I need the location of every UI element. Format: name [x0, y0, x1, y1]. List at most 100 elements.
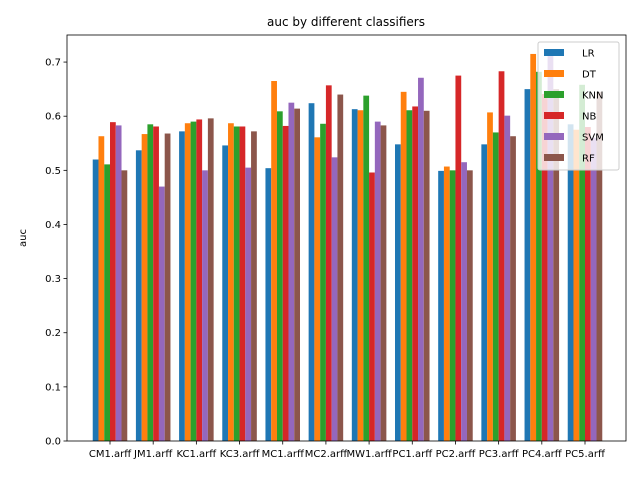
bar-lr-9	[481, 144, 488, 441]
bar-knn-8	[449, 170, 456, 442]
y-tick-label: 0.0	[45, 437, 61, 448]
bar-knn-10	[536, 71, 542, 441]
legend-swatch-knn	[544, 91, 564, 98]
bar-svm-2	[202, 170, 208, 442]
bar-dt-3	[228, 123, 234, 441]
legend-label-lr: LR	[582, 49, 595, 60]
bar-nb-7	[412, 106, 419, 442]
x-tick-label: MC2.arff	[305, 449, 348, 460]
bar-svm-5	[331, 157, 338, 441]
bar-knn-0	[104, 164, 110, 441]
bar-lr-4	[265, 168, 272, 441]
bar-lr-8	[438, 170, 444, 441]
bar-lr-0	[92, 159, 99, 442]
bar-rf-0	[121, 170, 128, 442]
legend-swatch-rf	[544, 154, 564, 161]
bar-nb-2	[196, 119, 203, 441]
bar-dt-7	[400, 91, 407, 441]
bar-lr-6	[351, 109, 358, 442]
bar-nb-10	[541, 94, 548, 441]
bar-nb-11	[585, 127, 591, 441]
bar-knn-5	[320, 123, 326, 442]
legend-swatch-nb	[544, 112, 564, 119]
bar-dt-4	[271, 81, 277, 441]
bar-svm-0	[115, 125, 122, 442]
bar-dt-9	[487, 112, 493, 441]
bar-lr-1	[135, 150, 142, 441]
bar-lr-10	[524, 89, 531, 441]
legend-box	[537, 41, 620, 171]
bar-nb-8	[455, 75, 462, 441]
bar-knn-9	[492, 132, 499, 441]
x-tick-label: JM1.arff	[133, 449, 173, 460]
bar-lr-11	[567, 124, 574, 441]
bar-knn-3	[233, 126, 240, 441]
x-tick-label: MC1.arff	[262, 449, 305, 460]
bar-svm-4	[288, 102, 295, 442]
bar-dt-1	[141, 134, 148, 441]
bar-knn-11	[579, 84, 585, 441]
bar-svm-8	[461, 162, 467, 442]
bar-nb-9	[498, 71, 505, 441]
y-tick-label: 0.2	[45, 328, 61, 339]
bar-rf-1	[164, 133, 171, 442]
x-tick-label: PC5.arff	[565, 449, 606, 460]
bar-dt-5	[314, 137, 321, 441]
legend-label-knn: KNN	[582, 91, 604, 102]
x-tick-label: KC1.arff	[177, 449, 218, 460]
legend-swatch-lr	[544, 49, 564, 56]
bar-knn-6	[363, 95, 370, 441]
legend-swatch-svm	[544, 133, 564, 140]
bar-svm-10	[547, 55, 554, 442]
bar-svm-1	[158, 186, 165, 441]
bar-dt-2	[184, 123, 191, 441]
legend-label-nb: NB	[582, 112, 596, 123]
bar-dt-10	[530, 53, 537, 442]
bar-rf-9	[510, 136, 516, 441]
bar-rf-8	[466, 170, 473, 442]
bar-nb-6	[369, 172, 375, 442]
legend-label-dt: DT	[582, 70, 597, 81]
bar-nb-5	[325, 85, 332, 442]
bar-rf-3	[251, 131, 257, 441]
bar-svm-11	[590, 137, 597, 441]
bar-knn-1	[147, 124, 154, 441]
bar-rf-6	[380, 125, 387, 442]
bar-rf-10	[553, 89, 560, 441]
x-tick-label: PC4.arff	[522, 449, 563, 460]
y-tick-label: 0.1	[45, 382, 61, 393]
bar-rf-11	[596, 91, 603, 441]
legend-swatch-dt	[544, 70, 564, 77]
bar-dt-6	[357, 110, 364, 441]
bar-nb-3	[239, 126, 246, 441]
bar-nb-0	[110, 122, 116, 441]
y-tick-label: 0.4	[45, 220, 61, 231]
bar-svm-9	[504, 115, 511, 442]
x-tick-label: PC1.arff	[392, 449, 433, 460]
y-tick-label: 0.3	[45, 274, 61, 285]
bar-lr-3	[222, 145, 229, 441]
bar-nb-1	[153, 126, 159, 441]
bar-rf-7	[423, 110, 430, 441]
y-axis-label: auc	[18, 229, 29, 247]
legend: LR DT KNN NB SVM RF	[537, 41, 620, 171]
legend-label-svm: SVM	[582, 133, 604, 144]
bar-svm-3	[245, 167, 252, 442]
y-tick-label: 0.5	[45, 166, 61, 177]
bar-lr-2	[179, 131, 185, 441]
bar-knn-7	[406, 110, 413, 441]
y-axis-ticks: 0.0 0.1 0.2 0.3 0.4 0.5 0.6 0.7	[45, 58, 67, 448]
bar-rf-2	[207, 118, 214, 442]
y-tick-label: 0.7	[45, 58, 61, 69]
x-tick-label: PC3.arff	[479, 449, 520, 460]
y-tick-label: 0.6	[45, 112, 61, 123]
bar-svm-6	[374, 121, 381, 441]
bars-group	[92, 53, 603, 442]
bar-knn-2	[190, 121, 197, 441]
legend-label-rf: RF	[582, 154, 595, 165]
bar-rf-4	[294, 108, 300, 441]
plot-frame	[66, 34, 627, 442]
bar-dt-8	[443, 166, 450, 441]
bar-knn-4	[276, 111, 283, 441]
